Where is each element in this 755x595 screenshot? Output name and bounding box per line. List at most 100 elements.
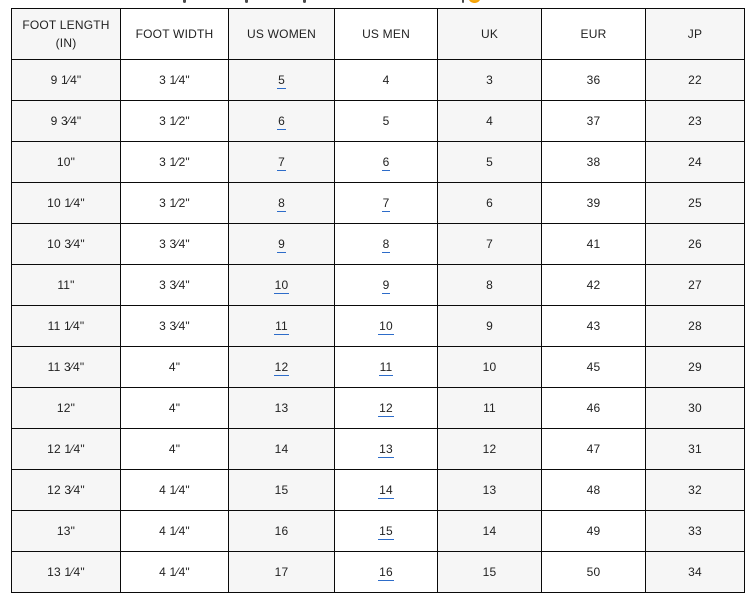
size-cell: 14 (228, 428, 335, 470)
table-row: 10 1⁄4" 3 1⁄2" 8 7 6 39 25 (11, 182, 745, 224)
size-cell: 16 (228, 510, 335, 552)
size-cell: 3 1⁄4" (120, 59, 229, 101)
size-link[interactable]: 12 (378, 401, 394, 418)
size-value: 24 (688, 155, 702, 169)
size-link[interactable]: 14 (378, 483, 394, 500)
table-row: 9 1⁄4" 3 1⁄4" 5 4 3 36 22 (11, 59, 745, 101)
size-link[interactable]: 10 (273, 278, 290, 295)
size-value: 3 1⁄2" (159, 196, 190, 210)
size-value: 13 (482, 483, 497, 497)
size-value: 6 (486, 196, 493, 210)
size-link[interactable]: 10 (378, 319, 394, 336)
size-value: 3 1⁄2" (159, 114, 190, 128)
size-cell: 9 (334, 264, 438, 306)
size-link[interactable]: 5 (277, 73, 286, 90)
size-cell: 9 1⁄4" (11, 59, 121, 101)
size-value: 29 (688, 360, 702, 374)
column-header-us-women: US WOMEN (228, 8, 335, 60)
size-conversion-table: FOOT LENGTH (IN) FOOT WIDTH US WOMEN US MEN… (11, 8, 745, 593)
size-cell: 39 (541, 182, 646, 224)
size-cell: 9 3⁄4" (11, 100, 121, 142)
size-value: 3 1⁄2" (159, 155, 190, 169)
size-link[interactable]: 8 (381, 237, 391, 254)
size-cell: 12 (437, 428, 542, 470)
size-link[interactable]: 13 (378, 442, 394, 459)
size-cell: 13 1⁄4" (11, 551, 121, 593)
size-link[interactable]: 6 (277, 114, 286, 131)
size-cell: 31 (645, 428, 745, 470)
size-value: 10 (482, 360, 497, 374)
size-value: 13 (274, 401, 289, 415)
size-cell: 11 (334, 346, 438, 388)
text-descender-fragment (183, 0, 186, 3)
size-value: 37 (586, 114, 601, 128)
size-value: 46 (586, 401, 601, 415)
size-link[interactable]: 11 (274, 319, 289, 336)
size-cell: 49 (541, 510, 646, 552)
size-value: 14 (482, 524, 497, 538)
size-value: 15 (482, 565, 497, 579)
table-row: 13" 4 1⁄4" 16 15 14 49 33 (11, 510, 745, 552)
size-cell: 33 (645, 510, 745, 552)
size-link[interactable]: 7 (277, 155, 286, 172)
size-cell: 9 (437, 305, 542, 347)
size-cell: 22 (645, 59, 745, 101)
size-cell: 10 1⁄4" (11, 182, 121, 224)
size-cell: 30 (645, 387, 745, 429)
size-value: 32 (688, 483, 702, 497)
size-value: 38 (586, 155, 601, 169)
size-cell: 41 (541, 223, 646, 265)
text-descender-fragment (303, 0, 306, 3)
size-value: 3 1⁄4" (159, 73, 190, 87)
column-header-uk: UK (437, 8, 542, 60)
size-cell: 12" (11, 387, 121, 429)
size-cell: 8 (228, 182, 335, 224)
size-cell: 10 (228, 264, 335, 306)
size-value: 9 1⁄4" (50, 73, 82, 87)
size-link[interactable]: 15 (378, 524, 394, 541)
table-row: 10 3⁄4" 3 3⁄4" 9 8 7 41 26 (11, 223, 745, 265)
size-link[interactable]: 11 (378, 360, 394, 377)
size-link[interactable]: 9 (381, 278, 391, 295)
size-link[interactable]: 12 (273, 360, 290, 377)
size-value: 15 (274, 483, 289, 497)
size-value: 12 (482, 442, 497, 456)
table-row: 13 1⁄4" 4 1⁄4" 17 16 15 50 34 (11, 551, 745, 593)
size-link[interactable]: 7 (381, 196, 391, 213)
size-value: 7 (486, 237, 493, 251)
size-cell: 13" (11, 510, 121, 552)
size-cell: 3 1⁄2" (120, 141, 229, 183)
size-cell: 4 1⁄4" (120, 510, 229, 552)
size-value: 12 3⁄4" (47, 483, 85, 497)
size-value: 10 3⁄4" (47, 237, 85, 251)
size-cell: 27 (645, 264, 745, 306)
text-descender-fragment (462, 0, 464, 3)
table-row: 11" 3 3⁄4" 10 9 8 42 27 (11, 264, 745, 306)
size-value: 36 (586, 73, 601, 87)
size-link[interactable]: 16 (378, 565, 394, 582)
size-cell: 28 (645, 305, 745, 347)
size-cell: 11 3⁄4" (11, 346, 121, 388)
size-value: 13 1⁄4" (47, 565, 85, 579)
size-cell: 26 (645, 223, 745, 265)
size-cell: 10 3⁄4" (11, 223, 121, 265)
size-link[interactable]: 6 (381, 155, 391, 172)
size-cell: 10 (437, 346, 542, 388)
size-value: 17 (274, 565, 289, 579)
size-value: 11 3⁄4" (47, 360, 85, 374)
cut-off-text-line (11, 0, 744, 8)
size-cell: 48 (541, 469, 646, 511)
size-value: 3 (486, 73, 493, 87)
size-value: 10 1⁄4" (47, 196, 85, 210)
size-cell: 3 1⁄2" (120, 182, 229, 224)
size-link[interactable]: 9 (277, 237, 286, 254)
size-cell: 11 1⁄4" (11, 305, 121, 347)
size-value: 25 (688, 196, 702, 210)
size-value: 30 (688, 401, 702, 415)
size-cell: 3 3⁄4" (120, 305, 229, 347)
size-cell: 25 (645, 182, 745, 224)
size-cell: 50 (541, 551, 646, 593)
size-link[interactable]: 8 (277, 196, 286, 213)
size-cell: 16 (334, 551, 438, 593)
size-cell: 12 (228, 346, 335, 388)
